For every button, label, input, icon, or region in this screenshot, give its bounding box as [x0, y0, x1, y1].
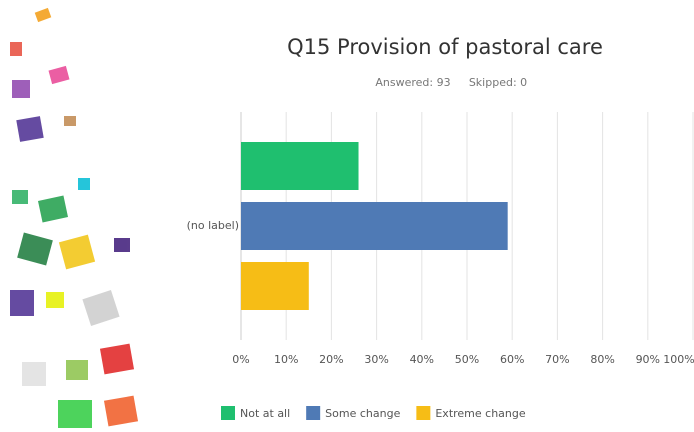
legend-swatch	[306, 406, 321, 420]
skipped: Skipped: 0	[469, 76, 527, 89]
x-tick-label: 10%	[274, 353, 298, 366]
legend-label: Not at all	[240, 407, 290, 420]
answered: Answered: 93	[375, 76, 450, 89]
bar	[241, 262, 309, 310]
legend-swatch	[416, 406, 431, 420]
x-tick-label: 70%	[545, 353, 569, 366]
x-tick-label: 80%	[590, 353, 614, 366]
bar	[241, 202, 508, 250]
x-tick-label: 50%	[455, 353, 479, 366]
x-tick-label: 90%	[636, 353, 660, 366]
x-tick-label: 20%	[319, 353, 343, 366]
x-tick-label: 30%	[364, 353, 388, 366]
legend-swatch	[221, 406, 235, 420]
x-tick-label: 100%	[663, 353, 694, 366]
x-tick-label: 40%	[410, 353, 434, 366]
chart-title: Q15 Provision of pastoral care	[287, 35, 603, 59]
x-tick-label: 60%	[500, 353, 524, 366]
decoration	[10, 7, 139, 428]
legend-label: Extreme change	[435, 407, 526, 420]
legend-label: Some change	[325, 407, 400, 420]
y-tick-label: (no label)	[187, 219, 239, 232]
bar	[241, 142, 359, 190]
x-tick-label: 0%	[232, 353, 249, 366]
